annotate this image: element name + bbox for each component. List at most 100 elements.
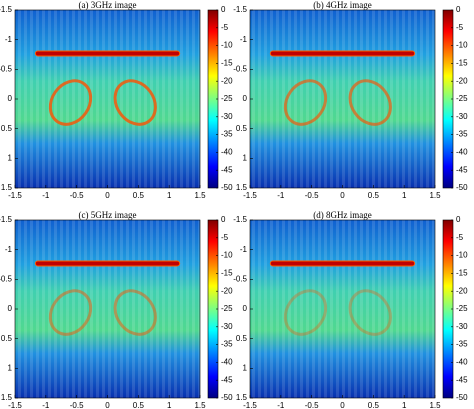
colorbar-tick-label: -35: [456, 130, 468, 139]
image-target: [283, 79, 328, 126]
y-tick-label: -1: [5, 245, 13, 254]
colorbar-tick-label: -25: [221, 304, 233, 313]
x-tick-label: -1: [42, 191, 50, 200]
colorbar-tick-label: -35: [221, 340, 233, 349]
colorbar-tick-label: -45: [221, 165, 233, 174]
colorbar-tick-label: 0: [456, 5, 461, 14]
colorbar-tick-label: -15: [221, 59, 233, 68]
colorbar-tick-label: -45: [221, 375, 233, 384]
y-tick-label: 0: [243, 94, 248, 103]
x-tick-label: 1: [402, 191, 407, 200]
y-tick-label: 0.5: [1, 124, 13, 133]
x-tick-label: 0.5: [368, 401, 380, 409]
y-tick-label: 1: [243, 363, 248, 372]
x-tick-label: 1: [167, 401, 172, 409]
x-tick-label: 0: [340, 401, 345, 409]
x-tick-label: 1: [167, 191, 172, 200]
colorbar-tick-label: -50: [456, 183, 468, 192]
image-target: [113, 289, 157, 336]
x-tick-label: 0.5: [133, 191, 145, 200]
y-tick-label: 0: [8, 94, 13, 103]
colorbar-tick-label: -20: [456, 286, 468, 295]
x-tick-label: 1.5: [194, 191, 206, 200]
x-tick-label: -1.5: [243, 191, 257, 200]
y-tick-label: -1.5: [0, 215, 13, 224]
y-tick-label: -1.5: [233, 215, 247, 224]
colorbar-tick-label: -30: [221, 112, 233, 121]
colorbar-tick-label: 0: [221, 215, 226, 224]
x-tick-label: -0.5: [70, 401, 84, 409]
colorbar-tick-label: -25: [456, 304, 468, 313]
image-bright-strip: [269, 260, 416, 267]
image-texture: [15, 220, 200, 398]
y-tick-label: 0.5: [236, 124, 248, 133]
image-texture: [250, 10, 435, 188]
x-tick-label: -1: [42, 401, 50, 409]
x-tick-label: 0.5: [133, 401, 145, 409]
y-tick-label: 1.5: [1, 183, 13, 192]
y-tick-label: 0.5: [1, 334, 13, 343]
colorbar-tick-label: -50: [456, 393, 468, 402]
y-tick-label: -1: [5, 35, 13, 44]
colorbar-tick-label: -20: [221, 286, 233, 295]
image-bright-strip: [34, 260, 181, 267]
x-tick-label: -1: [277, 401, 285, 409]
colorbar-tick-label: -35: [221, 130, 233, 139]
image-target: [283, 289, 328, 336]
y-tick-label: -1: [240, 35, 248, 44]
y-tick-label: -1.5: [0, 5, 13, 14]
y-tick-label: -1: [240, 245, 248, 254]
y-tick-label: -0.5: [0, 64, 13, 73]
colorbar-tick-label: -10: [456, 251, 468, 260]
colorbar-tick-label: -30: [221, 322, 233, 331]
colorbar-tick-label: -5: [221, 233, 229, 242]
image-bright-strip: [34, 50, 181, 57]
x-tick-label: 1.5: [429, 401, 441, 409]
colorbar-tick-label: -50: [221, 183, 233, 192]
colorbar-tick-label: -40: [456, 148, 468, 157]
colorbar-tick-label: -15: [456, 269, 468, 278]
colorbar-tick-label: -15: [456, 59, 468, 68]
y-tick-label: 1.5: [236, 183, 248, 192]
y-tick-label: 1: [243, 153, 248, 162]
x-tick-label: 0: [105, 191, 110, 200]
image-target: [48, 79, 93, 126]
panel-title: (b) 4GHz image: [313, 0, 371, 10]
x-tick-label: -0.5: [305, 191, 319, 200]
y-tick-label: 0: [243, 304, 248, 313]
panel-title: (c) 5GHz image: [79, 210, 137, 220]
colorbar-tick-label: -40: [221, 148, 233, 157]
y-tick-label: -0.5: [0, 274, 13, 283]
colorbar-tick-label: -10: [221, 251, 233, 260]
y-tick-label: -1.5: [233, 5, 247, 14]
x-tick-label: 1.5: [194, 401, 206, 409]
x-tick-label: -1: [277, 191, 285, 200]
colorbar-tick-label: -5: [456, 23, 464, 32]
x-tick-label: -0.5: [70, 191, 84, 200]
colorbar-tick-label: -25: [221, 94, 233, 103]
colorbar-tick-label: -20: [456, 76, 468, 85]
x-tick-label: -1.5: [243, 401, 257, 409]
y-tick-label: -0.5: [233, 64, 247, 73]
x-tick-label: 1.5: [429, 191, 441, 200]
image-bright-strip: [269, 50, 416, 57]
colorbar-tick-label: -10: [221, 41, 233, 50]
colorbar-tick-label: -10: [456, 41, 468, 50]
colorbar-tick-label: -20: [221, 76, 233, 85]
colorbar-tick-label: 0: [221, 5, 226, 14]
colorbar-tick-label: -30: [456, 112, 468, 121]
x-tick-label: -1.5: [8, 191, 22, 200]
colorbar-tick-label: -25: [456, 94, 468, 103]
x-tick-label: 1: [402, 401, 407, 409]
colorbar-tick-label: -5: [456, 233, 464, 242]
x-tick-label: -1.5: [8, 401, 22, 409]
image-target: [48, 289, 93, 336]
colorbar-tick-label: -45: [456, 375, 468, 384]
x-tick-label: -0.5: [305, 401, 319, 409]
image-target: [348, 79, 392, 126]
colorbar-tick-label: -50: [221, 393, 233, 402]
colorbar-tick-label: -40: [221, 358, 233, 367]
y-tick-label: 1.5: [1, 393, 13, 402]
y-tick-label: 1: [8, 363, 13, 372]
